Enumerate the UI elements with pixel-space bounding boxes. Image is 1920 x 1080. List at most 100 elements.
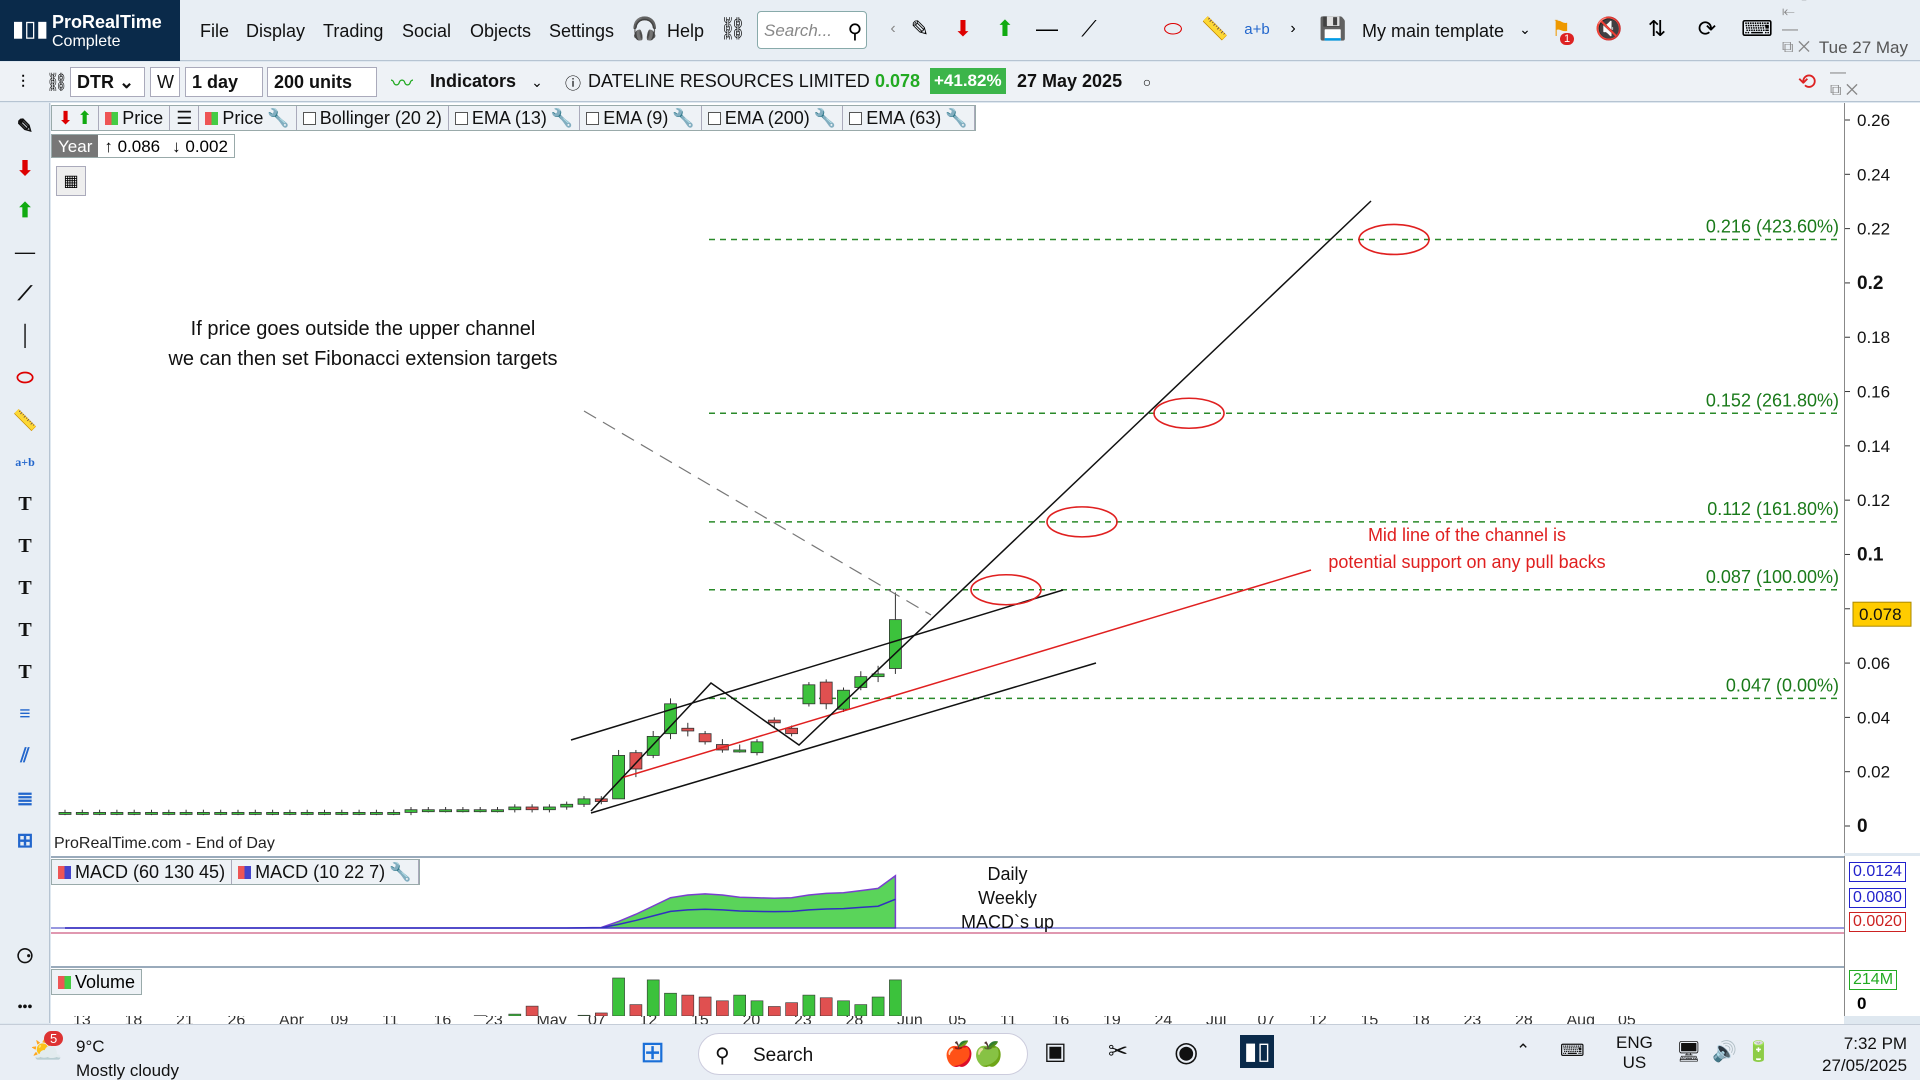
interval-selector[interactable]: 1 day ⌄ xyxy=(185,67,263,113)
menu-help[interactable]: Help xyxy=(667,21,705,41)
brand[interactable]: ▮▯▮ ProRealTime Complete xyxy=(0,0,180,61)
mute-icon[interactable]: 🔇 xyxy=(1595,16,1623,41)
clock[interactable]: 7:32 PM 27/05/2025 xyxy=(1822,1034,1908,1075)
chrome-icon[interactable]: ◉ xyxy=(1174,1036,1199,1067)
indicators-button[interactable]: Indicators xyxy=(430,71,517,91)
w-button[interactable]: W xyxy=(150,67,180,97)
volume-panel[interactable] xyxy=(51,966,1844,1017)
refresh-icon[interactable]: ⟳ xyxy=(1697,16,1717,41)
fibonacci-icon[interactable]: a+b xyxy=(1244,20,1270,38)
year-low-value: 0.002 xyxy=(185,137,228,156)
pencil-icon[interactable]: ✎ xyxy=(16,115,34,138)
volume-legend[interactable]: Volume xyxy=(51,969,143,995)
time-tick-label: 23 xyxy=(1464,1016,1482,1024)
add-object-icon[interactable]: ⊞ xyxy=(16,829,34,852)
ellipse-icon[interactable]: ⬭ xyxy=(16,366,34,389)
search-input[interactable]: Search... xyxy=(757,11,867,49)
language-indicator[interactable]: ENG US xyxy=(1616,1033,1653,1072)
keyboard-icon[interactable]: ⌨ xyxy=(1741,16,1773,41)
time-tick-label: 07 xyxy=(1258,1016,1276,1024)
annotation-pointer xyxy=(583,410,932,616)
volume-icon[interactable]: 🔊 xyxy=(1712,1041,1737,1063)
pencil-icon[interactable]: ✎ xyxy=(910,16,930,41)
chart-type-icon[interactable]: ⫶ xyxy=(20,71,26,92)
horizontal-line-icon[interactable]: — xyxy=(15,240,35,263)
ruler-icon[interactable]: 📏 xyxy=(1201,16,1229,41)
more-icon[interactable]: ••• xyxy=(17,1000,33,1015)
ticker-selector[interactable]: DTR ⌄ xyxy=(70,67,145,97)
text-small-icon[interactable]: T xyxy=(18,618,32,641)
indicator-price-1[interactable]: Price xyxy=(99,106,171,130)
sell-arrow-icon[interactable]: ⬇ xyxy=(16,157,34,180)
units-selector[interactable]: 200 units ⌄ xyxy=(267,67,377,113)
indicator-ema-9[interactable]: EMA (9) 🔧 xyxy=(580,106,702,130)
network-icon[interactable]: 🖥 xyxy=(1676,1041,1702,1063)
indicator-ema-200[interactable]: EMA (200) 🔧 xyxy=(702,106,844,130)
sell-arrow-icon[interactable]: ⬇ xyxy=(953,16,973,41)
search-icon[interactable]: ⚲ xyxy=(847,20,863,43)
fibonacci-icon[interactable]: a+b xyxy=(15,454,35,469)
alert-indicator-icon[interactable]: ⚆ xyxy=(16,945,34,968)
chevron-down-icon[interactable]: ⌄ xyxy=(1519,20,1531,37)
ellipse-icon[interactable]: ⬭ xyxy=(1163,16,1183,41)
time-axis: 13 18 21 26 Apr 09 11 16 23 May 07 12 15 20 23 28 Jun 05 1… xyxy=(51,1016,1844,1024)
macd-legend-1[interactable]: MACD (60 130 45) xyxy=(52,860,233,884)
trendline-icon[interactable]: ⟋ xyxy=(1081,16,1097,41)
chevron-right-icon[interactable]: › xyxy=(1290,20,1296,37)
menu-trading[interactable]: Trading xyxy=(323,21,384,41)
text-bold-icon[interactable]: T xyxy=(18,576,32,599)
window-icon[interactable]: ⤢ ⍊ ⇤ — ⧉ ✕ xyxy=(1782,0,1811,56)
sync-icon[interactable]: ⟲ xyxy=(1797,69,1817,94)
headset-icon[interactable]: 🎧 xyxy=(631,16,659,41)
menu-objects[interactable]: Objects xyxy=(470,21,532,41)
chevron-down-icon[interactable]: ⌄ xyxy=(531,73,543,90)
window-controls-icon[interactable]: — ⧉ ✕ xyxy=(1830,64,1859,99)
candle-body xyxy=(750,741,764,754)
indicator-ema-13[interactable]: EMA (13) 🔧 xyxy=(449,106,581,130)
ruler-icon[interactable]: 📏 xyxy=(12,409,38,432)
chevron-left-icon[interactable]: ‹ xyxy=(890,20,896,37)
template-selector[interactable]: My main template xyxy=(1362,21,1505,41)
snipping-tool-icon[interactable]: ✂ xyxy=(1108,1038,1129,1065)
menu-file[interactable]: File xyxy=(200,21,230,41)
info-icon[interactable]: ⓘ xyxy=(564,76,581,93)
candle-body xyxy=(837,689,850,710)
vertical-line-icon[interactable]: │ xyxy=(17,324,33,347)
file-explorer-icon[interactable]: ▣ xyxy=(1044,1038,1067,1065)
prorealtime-taskbar-icon[interactable]: ▮▯ xyxy=(1240,1035,1275,1068)
chevron-up-icon[interactable]: ⌃ xyxy=(1516,1041,1531,1060)
chart-toggle[interactable]: ⬇ ⬆ xyxy=(52,106,100,130)
checkbox-icon xyxy=(707,111,721,125)
list-toggle[interactable]: ☰ xyxy=(170,106,200,130)
text-box-icon[interactable]: T xyxy=(18,534,32,557)
battery-icon[interactable]: 🔋 xyxy=(1746,1041,1771,1063)
text-label-icon[interactable]: T xyxy=(18,660,32,683)
volume-bar xyxy=(629,1004,643,1017)
trendline-icon[interactable]: ⟋ xyxy=(18,282,32,305)
indicator-ema-63[interactable]: EMA (63) 🔧 xyxy=(843,106,975,130)
calculator-icon[interactable]: ▦ xyxy=(56,166,86,196)
menu-settings[interactable]: Settings xyxy=(549,21,615,41)
indicator-price-2[interactable]: Price 🔧 xyxy=(199,106,297,130)
buy-arrow-icon[interactable]: ⬆ xyxy=(16,199,34,222)
menu-display[interactable]: Display xyxy=(246,21,306,41)
menu-social[interactable]: Social xyxy=(402,21,452,41)
taskbar-search[interactable]: ⚲ Search 🍎🍏 xyxy=(698,1033,1028,1075)
text-icon[interactable]: T xyxy=(18,492,32,515)
horizontal-line-icon[interactable]: — xyxy=(1036,16,1058,41)
fib-fan-icon[interactable]: ⫽ xyxy=(20,744,30,767)
keyboard-icon[interactable]: ⌨ xyxy=(1560,1041,1585,1060)
candle-body xyxy=(127,812,141,815)
save-icon[interactable]: 💾 xyxy=(1319,16,1347,41)
search-icon: ⚲ xyxy=(715,1045,730,1067)
fib-retracement-icon[interactable]: ≡ xyxy=(19,702,31,725)
macd-legend-2[interactable]: MACD (10 22 7) 🔧 xyxy=(232,860,419,884)
buy-arrow-icon[interactable]: ⬆ xyxy=(995,16,1015,41)
link-chain-icon[interactable]: ⛓ xyxy=(45,71,69,92)
link-icon[interactable]: ⛓ xyxy=(719,16,747,41)
fib-time-icon[interactable]: ≣ xyxy=(16,787,34,810)
indicators-icon[interactable]: 〰 xyxy=(390,71,413,96)
order-icon[interactable]: ⇅ xyxy=(1647,16,1667,41)
windows-start-icon[interactable]: ⊞ xyxy=(640,1036,666,1069)
indicator-bollinger[interactable]: Bollinger (20 2) xyxy=(297,106,449,130)
